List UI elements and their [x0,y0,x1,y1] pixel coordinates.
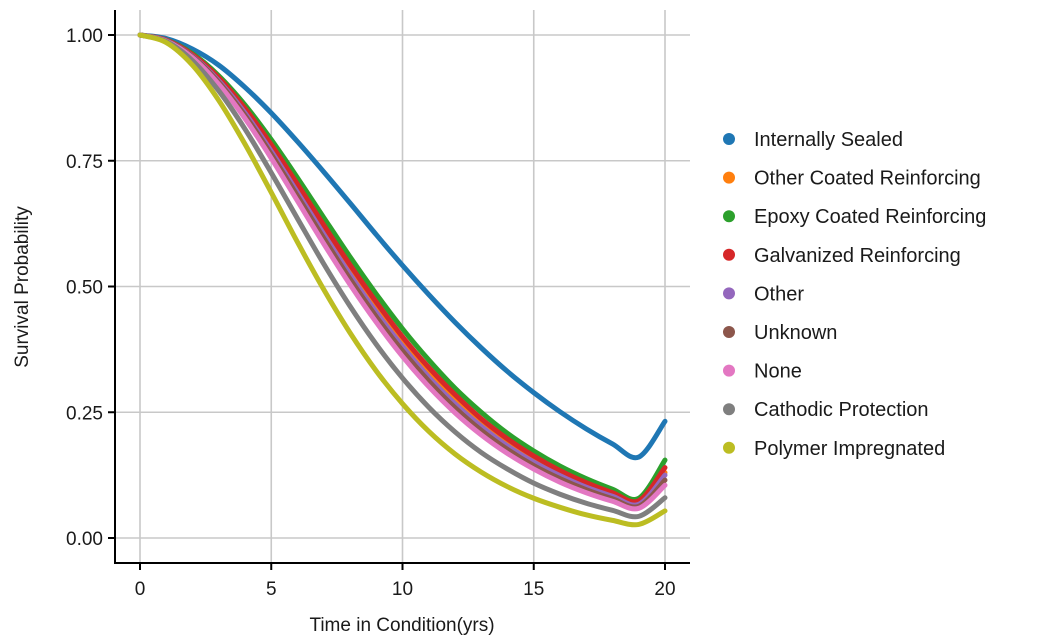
y-tick-label: 0.25 [66,403,103,424]
x-ticks: 0 5 10 15 20 [135,563,676,600]
y-axis-title: Survival Probability [12,206,33,368]
legend-label-galvanized-reinforcing: Galvanized Reinforcing [754,245,961,267]
legend-marker-unknown [723,326,735,338]
legend-label-polymer-impregnated: Polymer Impregnated [754,438,945,460]
y-tick-label: 0.50 [66,278,103,299]
y-ticks: 0.00 0.25 0.50 0.75 1.00 [66,26,115,550]
y-tick-label: 0.75 [66,152,103,173]
legend-marker-galvanized-reinforcing [723,248,735,261]
legend-label-epoxy-coated-reinforcing: Epoxy Coated Reinforcing [754,206,986,228]
y-tick-label: 0.00 [66,529,103,550]
series-line-none [137,32,668,512]
legend-label-cathodic-protection: Cathodic Protection [754,399,929,421]
legend-marker-internally-sealed [723,133,735,145]
legend-label-other: Other [754,283,804,305]
legend: Internally Sealed Other Coated Reinforcin… [723,129,986,460]
legend-marker-other-coated-reinforcing [723,171,735,184]
legend-marker-polymer-impregnated [723,441,735,454]
x-tick-label: 20 [654,579,675,600]
legend-marker-epoxy-coated-reinforcing [723,210,735,223]
series-line-internally-sealed [137,32,668,461]
x-tick-label: 10 [392,579,413,600]
x-tick-label: 5 [266,579,277,600]
legend-marker-cathodic-protection [723,403,735,416]
grid [115,10,690,563]
series-line-cathodic-protection [137,32,668,520]
legend-label-internally-sealed: Internally Sealed [754,129,903,151]
legend-label-other-coated-reinforcing: Other Coated Reinforcing [754,168,981,190]
x-tick-label: 15 [523,579,544,600]
series-lines [137,32,668,528]
legend-label-none: None [754,361,802,383]
legend-marker-other [723,287,735,300]
legend-marker-none [723,364,735,377]
legend-label-unknown: Unknown [754,322,837,344]
series-line-polymer-impregnated [137,32,668,528]
x-axis-title: Time in Condition(yrs) [309,615,494,636]
x-tick-label: 0 [135,579,146,600]
y-tick-label: 1.00 [66,26,103,47]
